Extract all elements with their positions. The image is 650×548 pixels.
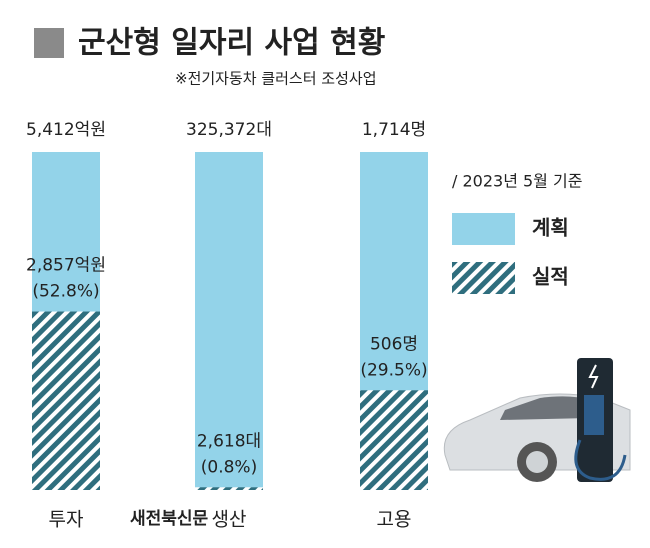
legend-label: 실적: [532, 265, 569, 289]
actual-bar: [32, 311, 100, 490]
chart-title: 군산형 일자리 사업 현황: [78, 26, 385, 61]
x-tick-label: 생산: [212, 509, 247, 531]
note: / 2023년 5월 기준: [452, 172, 582, 191]
x-tick-label: 투자: [49, 509, 84, 531]
legend-swatch: [452, 213, 515, 245]
actual-label: 2,857억원: [26, 256, 106, 276]
legend-swatch: [452, 262, 515, 294]
share-label: (29.5%): [360, 360, 427, 380]
plan-label: 1,714명: [362, 120, 426, 140]
actual-label: 2,618대: [197, 431, 261, 451]
x-tick-label: 고용: [377, 509, 412, 531]
actual-bar: [360, 390, 428, 490]
car: [443, 358, 631, 482]
share-label: (0.8%): [201, 457, 257, 477]
plan-label: 325,372대: [186, 120, 272, 140]
legend-label: 계획: [532, 216, 569, 240]
actual-label: 506명: [370, 334, 418, 354]
plan-label: 5,412억원: [26, 120, 106, 140]
share-label: (52.8%): [32, 282, 99, 302]
watermark: 새전북신문: [130, 509, 209, 529]
actual-bar: [195, 487, 263, 490]
subtitle: ※전기자동차 클러스터 조성사업: [175, 70, 377, 88]
title-marker: [34, 28, 64, 58]
plan-bar: [195, 152, 263, 490]
